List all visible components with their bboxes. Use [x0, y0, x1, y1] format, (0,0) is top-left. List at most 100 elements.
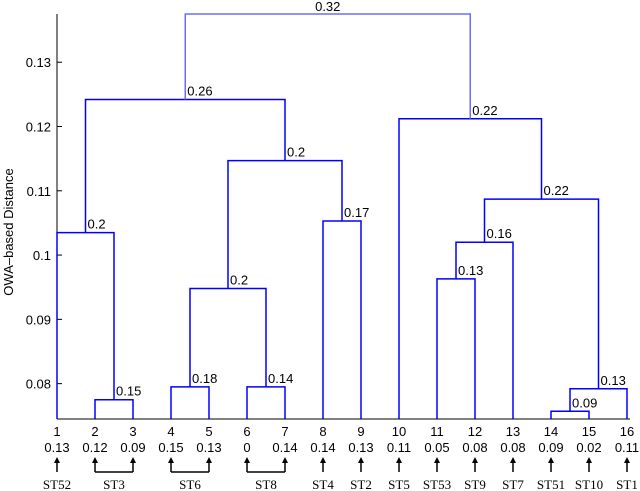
arrow-head-icon — [168, 457, 174, 463]
leaf-index: 6 — [243, 424, 250, 439]
dendrogram-link — [184, 13, 471, 119]
leaf-value: 0.11 — [387, 440, 411, 455]
leaf-index: 4 — [167, 424, 174, 439]
leaf-value: 0 — [243, 440, 250, 455]
merge-distance-label: 0.14 — [268, 371, 293, 386]
leaf-value: 0.05 — [424, 440, 449, 455]
leaf-value: 0.13 — [196, 440, 221, 455]
arrow-head-icon — [130, 457, 136, 463]
group-label: ST3 — [103, 477, 125, 491]
leaf-index: 5 — [205, 424, 212, 439]
leaf-index: 9 — [357, 424, 364, 439]
merge-distance-label: 0.18 — [192, 371, 217, 386]
leaf-index: 11 — [430, 424, 444, 439]
dendrogram-link — [246, 386, 286, 419]
leaf-index: 1 — [53, 424, 60, 439]
y-tick-label: 0.08 — [26, 377, 51, 392]
y-axis: 0.08 0.09 0.1 0.11 0.12 0.13 — [26, 14, 630, 420]
leaf-index: 14 — [544, 424, 558, 439]
merge-labels: 0.15 0.2 0.18 0.14 0.2 0.17 0.2 0.26 0.13 0.16 0.0… — [88, 0, 626, 410]
group-label: ST10 — [575, 477, 603, 491]
merge-distance-label: 0.15 — [116, 384, 141, 399]
dendrogram-link — [550, 410, 590, 419]
arrow-head-icon — [54, 457, 60, 463]
leaf-value: 0.14 — [272, 440, 297, 455]
dendrogram-link — [227, 159, 343, 289]
y-axis-label: OWA–based Distance — [1, 168, 16, 295]
arrow-head-icon — [434, 457, 440, 463]
dendrogram-link — [170, 386, 210, 419]
leaf-index: 15 — [582, 424, 596, 439]
merge-distance-label: 0.09 — [572, 395, 597, 410]
leaf-value: 0.08 — [462, 440, 487, 455]
group-label: ST51 — [537, 477, 565, 491]
merge-distance-label: 0.32 — [315, 0, 340, 14]
merge-distance-label: 0.2 — [88, 217, 106, 232]
arrow-head-icon — [548, 457, 554, 463]
dendrogram-link — [84, 98, 286, 233]
merge-distance-label: 0.13 — [601, 373, 626, 388]
merge-distance-label: 0.17 — [344, 205, 369, 220]
dendrogram-link — [56, 231, 115, 419]
leaf-value: 0.02 — [576, 440, 601, 455]
merge-distance-label: 0.13 — [458, 263, 483, 278]
group-label: ST8 — [255, 477, 277, 491]
leaf-value: 0.13 — [44, 440, 69, 455]
merge-distance-label: 0.2 — [287, 145, 305, 160]
leaf-index: 16 — [620, 424, 634, 439]
group-label: ST4 — [312, 477, 334, 491]
leaf-value: 0.09 — [120, 440, 145, 455]
arrow-head-icon — [396, 457, 402, 463]
group-label: ST2 — [350, 477, 372, 491]
dendrogram-link — [94, 398, 134, 419]
leaf-value: 0.13 — [348, 440, 373, 455]
merge-distance-label: 0.26 — [187, 84, 212, 99]
leaf-values: 0.13 0.12 0.09 0.15 0.13 0 0.14 0.14 0.13 0.11 0.0… — [44, 440, 639, 455]
group-label: ST53 — [423, 477, 451, 491]
arrow-head-icon — [624, 457, 630, 463]
group-arrows: ST52 ST3 ST6 ST8 ST4 ST2 ST5 ST53 ST9 ST7 ST51 ST10… — [43, 457, 638, 491]
leaf-index: 12 — [468, 424, 482, 439]
arrow-head-icon — [244, 457, 250, 463]
y-tick-label: 0.1 — [33, 248, 51, 263]
group-label: ST5 — [388, 477, 410, 491]
arrow-head-icon — [320, 457, 326, 463]
dendrogram-links — [56, 13, 628, 419]
dendrogram-link — [322, 220, 362, 419]
y-tick-label: 0.11 — [27, 184, 51, 199]
y-tick-label: 0.09 — [26, 312, 51, 327]
group-label: ST9 — [464, 477, 486, 491]
arrow-head-icon — [586, 457, 592, 463]
merge-distance-label: 0.22 — [472, 103, 497, 118]
y-tick-label: 0.13 — [26, 55, 51, 70]
y-tick-label: 0.12 — [26, 120, 51, 135]
dendrogram-link — [436, 278, 476, 419]
merge-distance-label: 0.16 — [487, 226, 512, 241]
leaf-index: 8 — [319, 424, 326, 439]
leaf-value: 0.09 — [538, 440, 563, 455]
group-label: ST6 — [179, 477, 201, 491]
arrow-head-icon — [358, 457, 364, 463]
arrow-head-icon — [92, 457, 98, 463]
merge-distance-label: 0.22 — [544, 183, 569, 198]
leaf-value: 0.08 — [500, 440, 525, 455]
leaf-indices: 1 2 3 4 5 6 7 8 9 10 11 12 13 14 15 16 — [53, 424, 634, 439]
leaf-index: 7 — [281, 424, 288, 439]
leaf-index: 10 — [392, 424, 406, 439]
leaf-index: 13 — [506, 424, 520, 439]
leaf-index: 3 — [129, 424, 136, 439]
group-label: ST7 — [502, 477, 524, 491]
arrow-head-icon — [472, 457, 478, 463]
arrow-head-icon — [282, 457, 288, 463]
arrow-head-icon — [206, 457, 212, 463]
leaf-index: 2 — [91, 424, 98, 439]
group-label: ST52 — [43, 477, 71, 491]
leaf-value: 0.14 — [310, 440, 335, 455]
leaf-value: 0.12 — [82, 440, 107, 455]
arrow-head-icon — [510, 457, 516, 463]
leaf-value: 0.15 — [158, 440, 183, 455]
merge-distance-label: 0.2 — [230, 273, 248, 288]
group-label: ST1 — [616, 477, 638, 491]
leaf-value: 0.11 — [615, 440, 639, 455]
